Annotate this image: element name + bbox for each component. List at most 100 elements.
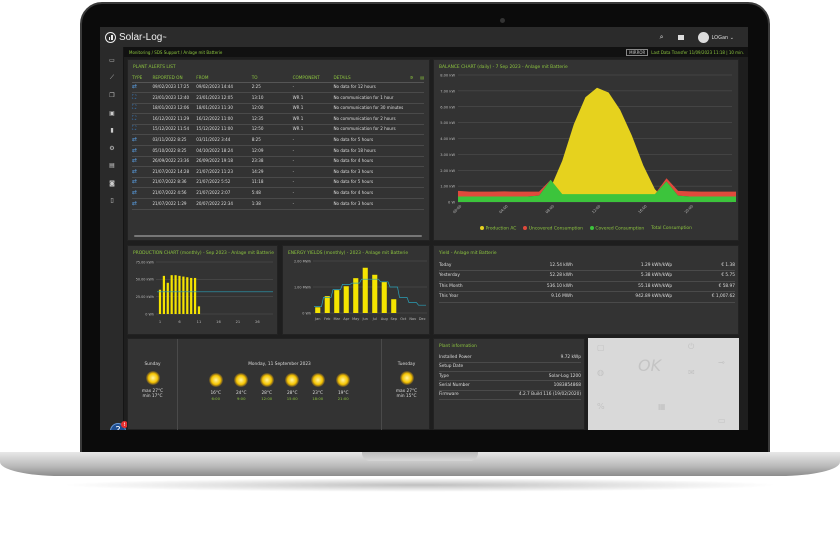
screen: Solar-Log ™ ⌕ LOGan ⌄ Monitoring / SDS Su… (100, 27, 748, 430)
type-cell: ⛶ (132, 92, 153, 104)
cell: 11:18 (251, 177, 293, 189)
type-cell: ⇄ (132, 198, 153, 210)
table-row[interactable]: ⇄ 26/09/2022 23:36 26/09/2022 19:18 23:38- N… (132, 156, 424, 168)
cell: 18/01/2023 11:30 (196, 103, 252, 115)
y-tick-label: 0 Wh (302, 311, 311, 315)
y-tick-label: 0 W (448, 201, 455, 205)
breadcrumb-monitoring[interactable]: Monitoring (129, 49, 151, 55)
table-row[interactable]: ⛶ 15/12/2022 11:54 15/12/2022 11:00 12:50 WR… (132, 124, 424, 136)
legend-item[interactable]: Total Consumption (651, 226, 692, 232)
search-icon[interactable]: ⌕ (659, 32, 664, 41)
document-icon[interactable]: ▯ (110, 197, 114, 205)
table-row[interactable]: ⇄ 21/07/2022 1:29 20/07/2022 22:34 1:38- No … (132, 198, 424, 210)
balance-chart-panel: BALANCE CHART (daily) - 7 Sep 2023 - Anl… (433, 59, 739, 241)
x-tick-label: Mar (333, 317, 340, 321)
cell: 09/02/2023 14:44 (196, 82, 252, 94)
table-row[interactable]: ⇄ 21/07/2022 4:56 21/07/2022 2:07 5:48- No d… (132, 187, 424, 200)
type-cell: ⇄ (132, 134, 153, 147)
cell: WR 1 (292, 92, 334, 104)
breadcrumb-plant[interactable]: Anlage mit Batterie (183, 49, 223, 55)
weather-day-tuesday: Tuesday max 27°C min 15°C (381, 339, 431, 430)
delete-icon[interactable]: ▤ (420, 74, 424, 80)
y-tick-label: 50.00 kWh (136, 278, 154, 282)
y-tick-label: 1.00 MWh (294, 285, 311, 289)
hour-temp: 28°C (286, 391, 298, 396)
legend-item[interactable]: Uncovered Consumption (523, 226, 583, 232)
bar (334, 290, 340, 313)
plant-info-row: Type Solar-Log 1200 (439, 371, 581, 382)
clipboard-icon[interactable]: ▣ (109, 109, 115, 117)
column-header[interactable]: TYPE (132, 73, 153, 83)
breadcrumb-sds-support[interactable]: SDS Support (154, 49, 180, 55)
column-header[interactable]: TO (251, 73, 293, 83)
hour-temp: 16°C (210, 391, 222, 396)
horizontal-scrollbar[interactable] (134, 235, 422, 237)
column-header[interactable]: DETAILS (333, 73, 407, 83)
legend-item[interactable]: Production AC (480, 226, 516, 232)
plant-info-table: Installed Power 9.72 kWp Setup Date Type Sol… (439, 353, 581, 401)
cell: 23:38 (251, 156, 293, 168)
gear-icon[interactable]: ⚙ (109, 144, 115, 152)
table-row[interactable]: ⇄ 03/11/2022 8:25 03/11/2022 3:44 8:25- No d… (132, 134, 424, 147)
hour-time: 18:00 (312, 396, 324, 401)
cell: No communication for 2 hours (333, 113, 407, 125)
meter-icon[interactable]: ▮ (110, 127, 114, 135)
table-row[interactable]: ⛶ 16/12/2022 11:29 16/12/2022 11:00 12:35 WR… (132, 113, 424, 125)
table-row[interactable]: ⇄ 21/07/2022 8:36 21/07/2022 5:52 11:18- No … (132, 177, 424, 189)
filter-icon[interactable]: ✲ (409, 74, 414, 80)
cell: - (292, 134, 334, 147)
type-cell: ⇄ (132, 187, 153, 200)
y-tick-label: 25.00 kWh (136, 295, 154, 299)
cell: 03/11/2022 8:25 (152, 134, 197, 147)
uncovered-consumption-area (458, 178, 736, 197)
chart-icon[interactable]: ⟋ (109, 74, 115, 82)
value: Solar-Log 1200 (487, 371, 581, 382)
column-header[interactable]: COMPONENT (292, 73, 334, 83)
sync-icon: ⇄ (132, 146, 138, 154)
table-row[interactable]: ⛶ 18/01/2023 12:06 18/01/2023 11:30 12:00 WR… (132, 103, 424, 115)
y-tick-label: 3.00 kW (440, 153, 455, 157)
hourly-forecast: 28°C 15:00 (280, 369, 306, 401)
hour-time: 12:00 (261, 396, 273, 401)
cell: 2:25 (251, 82, 293, 94)
table-row[interactable]: ⛶ 23/01/2023 12:40 23/01/2023 12:05 13:10 WR… (132, 92, 424, 104)
image-icon[interactable]: ◙ (109, 179, 115, 187)
help-button[interactable]: ?! (110, 421, 128, 430)
cell: No data for 3 hours (333, 166, 407, 178)
copy-icon[interactable]: ❐ (109, 92, 115, 100)
column-header[interactable]: FROM (196, 73, 252, 83)
legend-label: Uncovered Consumption (528, 226, 583, 232)
user-name: LOGan (711, 34, 729, 41)
chart-legend: Production AC Uncovered Consumption Covere… (434, 226, 738, 232)
cell: 15/12/2022 11:54 (152, 124, 197, 136)
cell: - (292, 145, 334, 157)
x-tick-label: Oct (400, 317, 407, 321)
user-menu[interactable]: LOGan ⌄ (697, 31, 734, 43)
yield-row: This Month 536.10 kWh 55.18 kWh/kWp € 58.97 (439, 281, 735, 292)
table-row[interactable]: ⇄ 05/10/2022 8:25 04/10/2022 18:24 12:09- No… (132, 145, 424, 157)
cell: 12:50 (251, 124, 293, 136)
y-tick-label: 2.00 MWh (294, 259, 311, 263)
notification-icon[interactable] (677, 34, 684, 40)
temp-min: min 17°C (142, 394, 163, 399)
solar-log-logo[interactable]: Solar-Log ™ (105, 31, 166, 43)
column-header[interactable]: REPORTED ON (152, 73, 197, 83)
sync-icon: ⇄ (132, 157, 138, 165)
weather-day-sunday: Sunday max 27°C min 17°C (128, 339, 178, 430)
table-row[interactable]: ⇄ 21/07/2022 14:28 21/07/2022 11:23 14:29- N… (132, 166, 424, 178)
cell: 09/02/2023 17:25 (152, 82, 197, 94)
x-tick-label: Sep (390, 317, 397, 321)
x-tick-label: 20:00 (684, 204, 695, 215)
mirror-badge[interactable]: MIRROR (626, 48, 649, 56)
hour-temp: 28°C (261, 391, 273, 396)
cell: 04/10/2022 18:24 (196, 145, 252, 157)
x-tick-label: Feb (324, 317, 331, 321)
legend-item[interactable]: Covered Consumption (589, 226, 644, 232)
day-name: Tuesday (397, 362, 416, 367)
cell: No communication for 2 hours (333, 124, 407, 136)
monitor-icon[interactable]: ▭ (109, 57, 115, 65)
table-icon[interactable]: ▤ (109, 162, 115, 170)
table-row[interactable]: ⇄ 09/02/2023 17:25 09/02/2023 14:44 2:25- No… (132, 82, 424, 94)
cell: No data for 3 hours (333, 198, 407, 210)
energy-yields-chart: 0 Wh 1.00 MWh 2.00 MWh Jan Feb Mar Apr May Jun Ju… (294, 259, 427, 321)
